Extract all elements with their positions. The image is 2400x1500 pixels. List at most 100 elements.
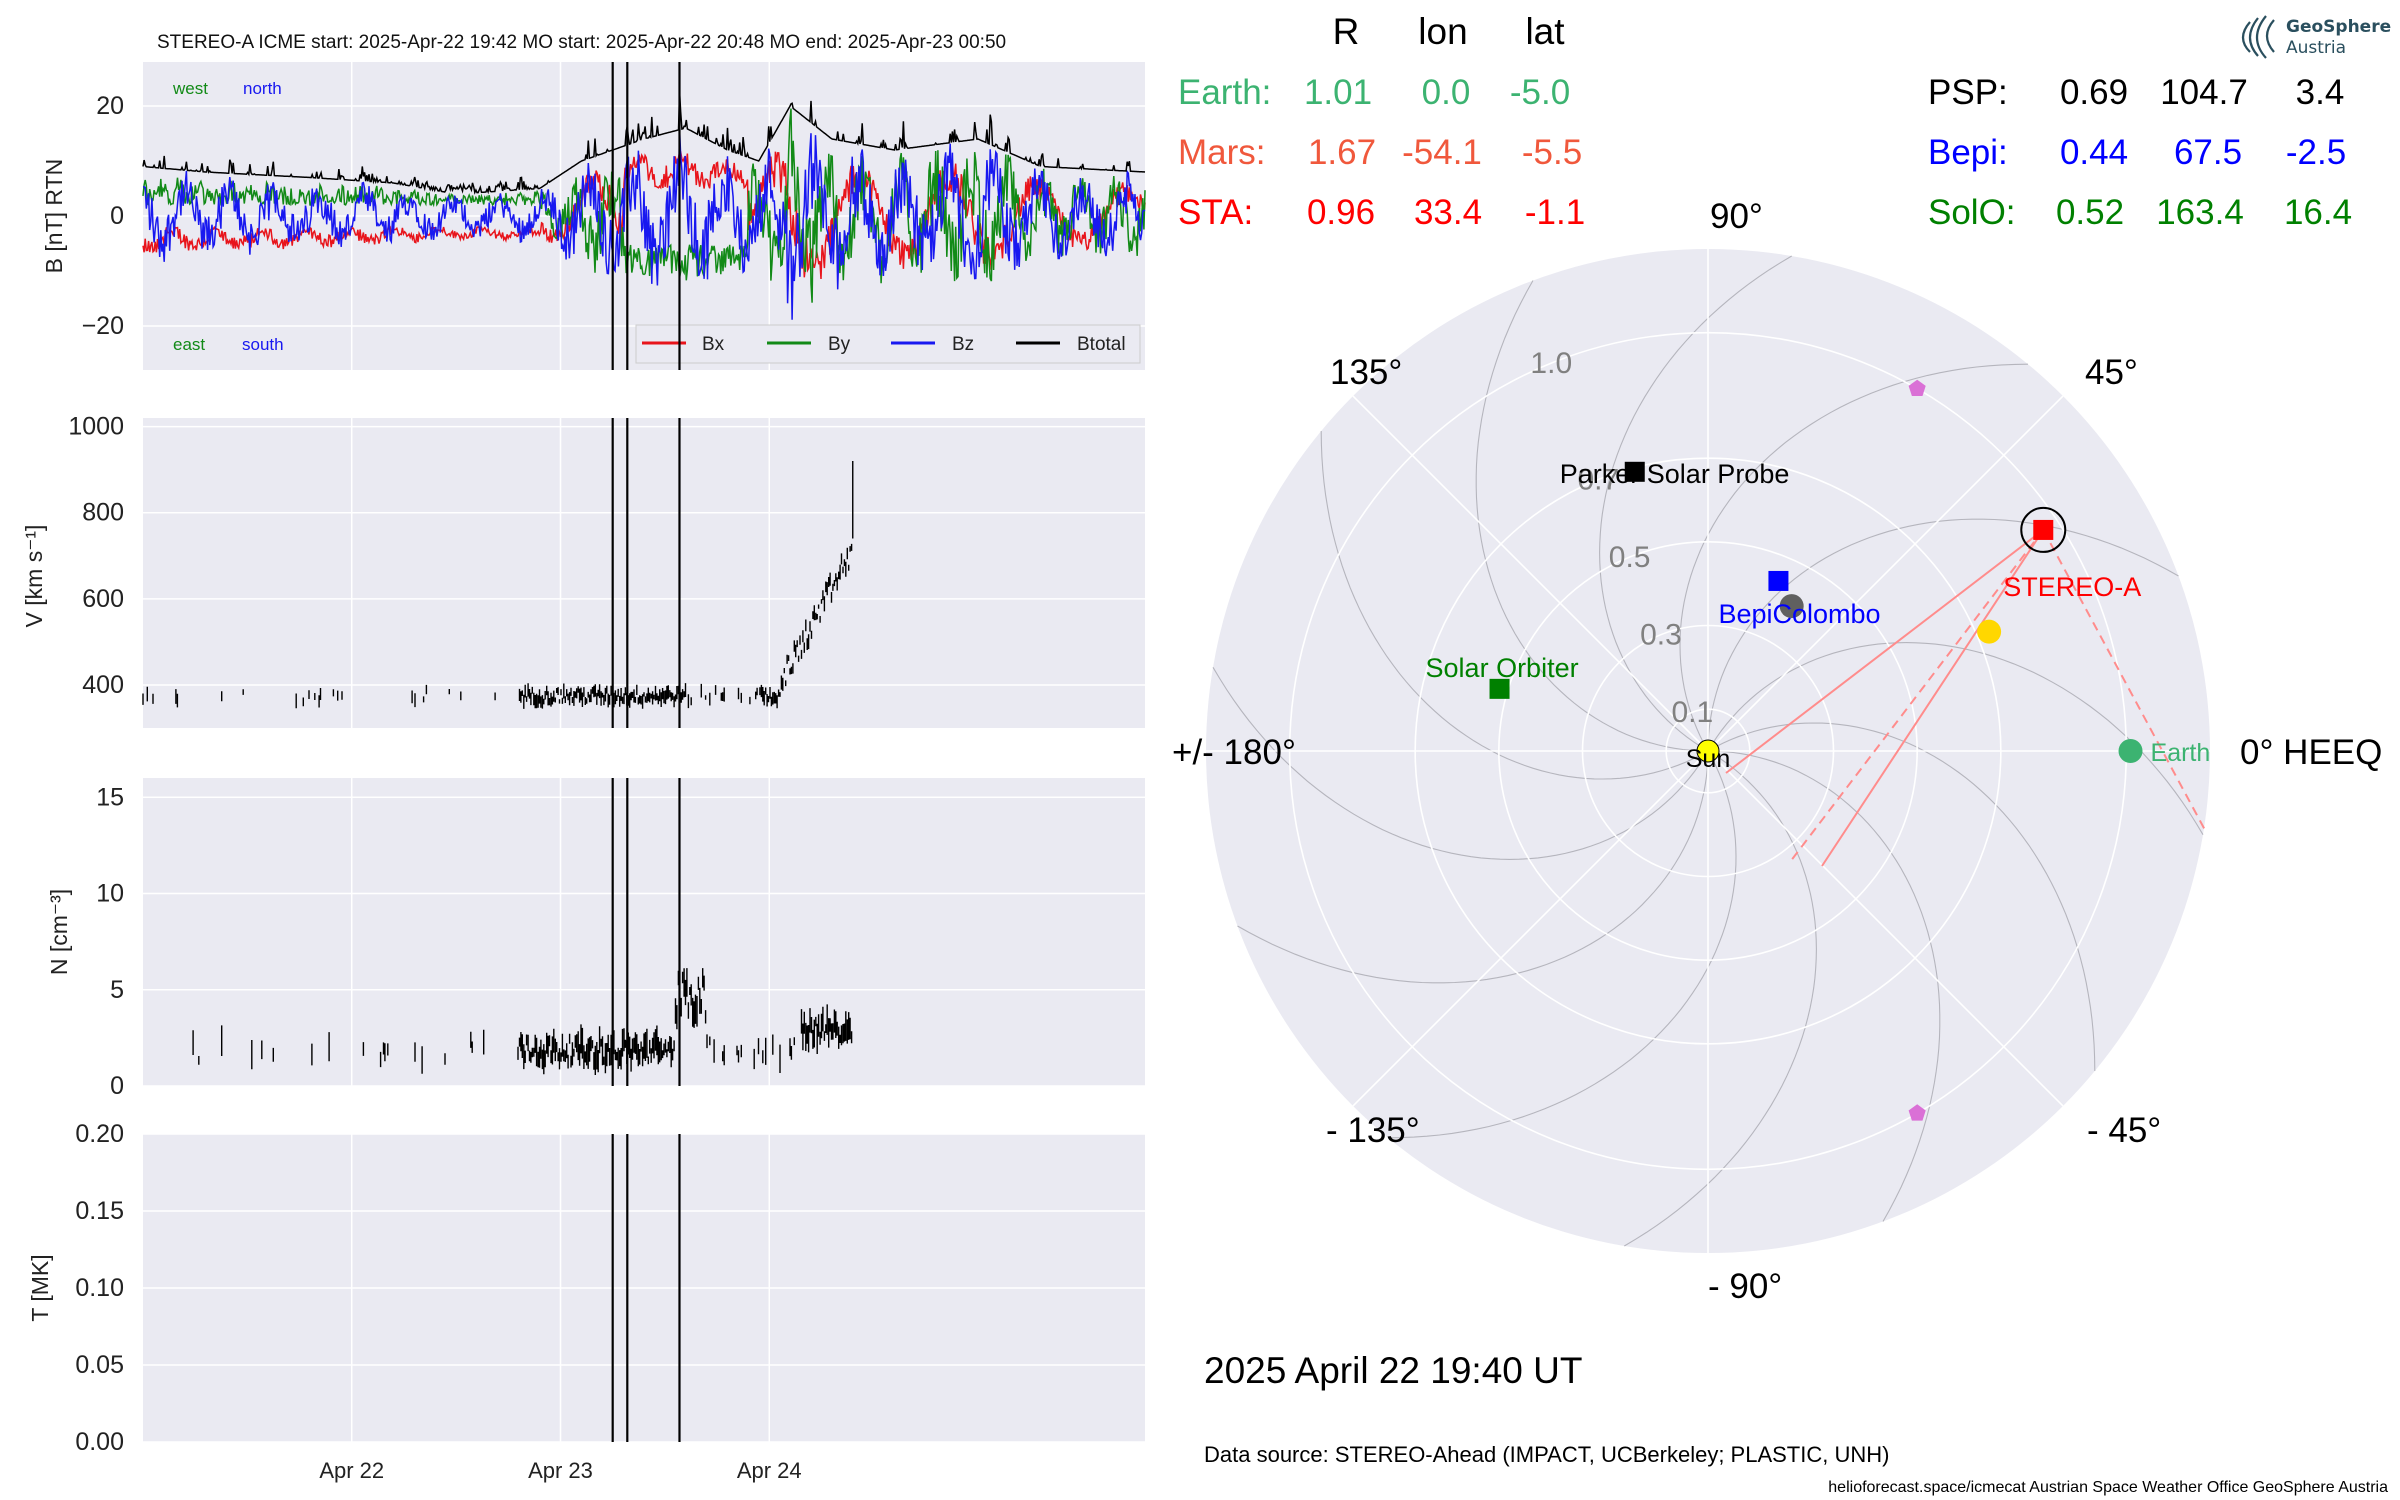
event-boundary-lines [611, 62, 681, 1442]
row-psp: PSP: 0.69 104.7 3.4 [1928, 73, 2344, 112]
x-tick-label: Apr 22 [319, 1458, 384, 1483]
t-ytick-label: 0.05 [75, 1351, 124, 1379]
sta-highlight-ring [2020, 506, 2067, 553]
t-ytick-label: 0.10 [75, 1274, 124, 1302]
angle-label-90: 90° [1710, 197, 1763, 236]
body-stereo-a-marker [2033, 519, 2054, 540]
body-earth-marker [2118, 739, 2143, 763]
body-l4-marker [1908, 379, 1926, 396]
velocity-trace [142, 461, 854, 709]
v-ylabel: V [km s⁻¹] [21, 525, 47, 628]
x-tick-label: Apr 23 [528, 1458, 593, 1483]
row-bepi-lon: 67.5 [2174, 133, 2242, 172]
row-earth-r: 1.01 [1304, 73, 1372, 112]
n-ytick-label: 0 [110, 1072, 124, 1100]
angle-label-180: +/- 180° [1172, 733, 1296, 772]
row-sta-lat: -1.1 [1525, 193, 1585, 232]
angle-label-0: 0° HEEQ [2240, 733, 2382, 772]
body-solar-orbiter-marker [1489, 678, 1510, 699]
t-panel-gridlines [143, 1133, 1145, 1443]
row-earth-lat: -5.0 [1510, 73, 1570, 112]
body-solar-orbiter-label: Solar Orbiter [1426, 653, 1579, 683]
t-ylabel: T [MK] [27, 1254, 53, 1321]
angle-label-45: 45° [2085, 353, 2138, 392]
x-tick-label: Apr 24 [737, 1458, 802, 1483]
radial-tick-label: 0.5 [1609, 541, 1651, 574]
row-bepi: Bepi: 0.44 67.5 -2.5 [1928, 133, 2346, 172]
b-field-panel: 200−20 B [nT] RTN west north east south … [41, 62, 1146, 370]
b-ylabel: B [nT] RTN [41, 159, 67, 274]
velocity-panel: 1000 800 600 400 V [km s⁻¹] [21, 413, 1145, 728]
b-ytick-label: 0 [110, 202, 124, 230]
row-sta: STA: 0.96 33.4 -1.1 [1178, 193, 1585, 232]
b-y-tick-labels: 20 0 −20 [82, 92, 124, 340]
legend-label-btotal: Btotal [1077, 334, 1126, 355]
credits-text: helioforecast.space/icmecat Austrian Spa… [1828, 1479, 2388, 1496]
n-ylabel: N [cm⁻³] [46, 889, 72, 975]
geosphere-swirl-icon [2241, 15, 2275, 59]
row-mars-name: Mars: [1178, 133, 1266, 172]
n-y-tick-labels: 15 10 5 0 [96, 783, 124, 1100]
angle-label-minus-135: - 135° [1326, 1111, 1420, 1150]
angular-grid-line [1707, 395, 2064, 752]
header-title: STEREO-A ICME start: 2025-Apr-22 19:42 M… [157, 32, 1006, 53]
n-ytick-label: 5 [110, 976, 124, 1004]
row-earth-lon: 0.0 [1422, 73, 1471, 112]
angular-grid-line [1352, 395, 1709, 752]
row-bepi-name: Bepi: [1928, 133, 2008, 172]
row-solo-lon: 163.4 [2156, 193, 2244, 232]
n-trace-path [192, 968, 853, 1075]
row-bepi-lat: -2.5 [2286, 133, 2346, 172]
table-header-r: R [1333, 11, 1360, 52]
row-solo: SolO: 0.52 163.4 16.4 [1928, 193, 2352, 232]
t-ytick-label: 0.15 [75, 1197, 124, 1225]
t-ytick-label: 0.20 [75, 1120, 124, 1148]
row-bepi-r: 0.44 [2060, 133, 2128, 172]
geosphere-logo: GeoSphere Austria [2241, 15, 2391, 59]
sta-fov-line [2042, 529, 2206, 831]
body-earth-label: Earth [2151, 739, 2211, 767]
row-earth-name: Earth: [1178, 73, 1271, 112]
legend-label-bz: Bz [952, 334, 974, 355]
b-trace-bz [143, 130, 1146, 320]
table-header-lat: lat [1525, 11, 1565, 52]
logo-line2: Austria [2286, 38, 2346, 58]
time-axis-tick-labels: Apr 22 Apr 23 Apr 24 [319, 1458, 801, 1483]
legend-label-bx: Bx [702, 334, 725, 355]
data-source-text: Data source: STEREO-Ahead (IMPACT, UCBer… [1204, 1442, 1889, 1467]
row-mars-lon: -54.1 [1402, 133, 1482, 172]
row-sta-name: STA: [1178, 193, 1253, 232]
polar-bodies: Sun Earth STEREO-A Parker Solar Probe BepiCo… [1426, 379, 2211, 1121]
annotation-north: north [243, 79, 282, 98]
sta-fov-line [1821, 529, 2045, 867]
row-psp-r: 0.69 [2060, 73, 2128, 112]
v-trace-path [142, 461, 854, 709]
row-sta-lon: 33.4 [1414, 193, 1482, 232]
logo-line1: GeoSphere [2286, 17, 2391, 37]
row-solo-name: SolO: [1928, 193, 2016, 232]
positions-table: R lon lat Earth: 1.01 0.0 -5.0 Mars: 1.6… [1178, 11, 2352, 232]
b-ytick-label: −20 [82, 312, 124, 340]
sta-fov-line [1725, 529, 2044, 774]
t-y-tick-labels: 0.20 0.15 0.10 0.05 0.00 [75, 1120, 124, 1456]
legend-label-by: By [828, 334, 851, 355]
b-legend: Bx By Bz Btotal [635, 324, 1141, 364]
polar-plot: 0.1 0.3 0.5 0.7 1.0 Sun Earth STEREO-A Parker S… [1172, 197, 2382, 1306]
body-bepicolombo-label: BepiColombo [1718, 599, 1880, 629]
v-ytick-label: 800 [82, 499, 124, 527]
angular-grid-line [1707, 750, 2064, 1107]
date-label: 2025 April 22 19:40 UT [1204, 1350, 1582, 1391]
row-sta-r: 0.96 [1307, 193, 1375, 232]
radial-tick-label: 0.1 [1671, 696, 1713, 729]
v-ytick-label: 1000 [68, 413, 124, 441]
v-panel-gridlines [143, 418, 1145, 728]
body-parker-solar-probe-marker [1624, 461, 1645, 482]
radial-tick-label: 0.7 [1577, 463, 1619, 496]
body-stereo-a-label: STEREO-A [2003, 572, 2141, 602]
row-solo-r: 0.52 [2056, 193, 2124, 232]
row-solo-lat: 16.4 [2284, 193, 2352, 232]
n-ytick-label: 15 [96, 783, 124, 811]
row-mars-r: 1.67 [1308, 133, 1376, 172]
radial-tick-label: 0.3 [1640, 619, 1682, 652]
